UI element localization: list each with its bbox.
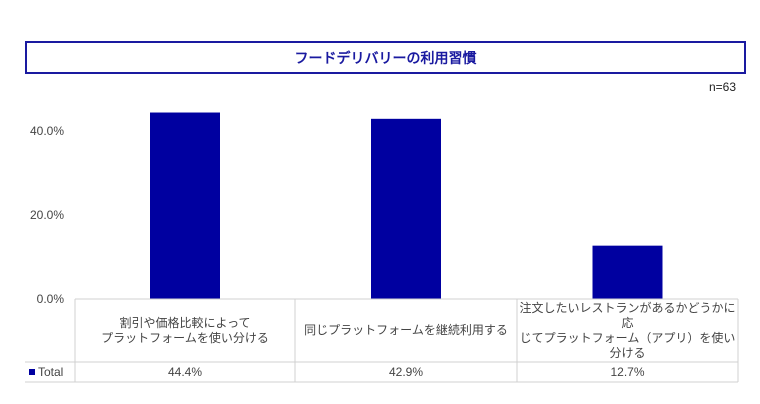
bar: [592, 245, 663, 299]
legend-swatch: [29, 369, 35, 375]
data-label: 42.9%: [388, 364, 424, 379]
category-label: 注文したいレストランがあるかどうかに応 じてプラットフォーム（アプリ）を使い分け…: [519, 300, 736, 360]
category-label: 割引や価格比較によって プラットフォームを使い分ける: [101, 315, 269, 345]
legend-label: Total: [38, 364, 64, 379]
category-label: 同じプラットフォームを継続利用する: [304, 323, 508, 337]
data-label: 12.7%: [610, 364, 645, 379]
data-label: 44.4%: [167, 364, 203, 379]
chart-title: フードデリバリーの利用習慣: [25, 41, 746, 74]
y-tick-label: 40.0%: [30, 124, 64, 138]
legend-entry: Total: [27, 362, 75, 382]
sample-size: n=63: [708, 80, 736, 94]
bar: [371, 118, 441, 299]
bar: [150, 112, 220, 300]
y-tick-label: 0.0%: [37, 292, 65, 306]
y-tick-label: 20.0%: [30, 208, 64, 222]
